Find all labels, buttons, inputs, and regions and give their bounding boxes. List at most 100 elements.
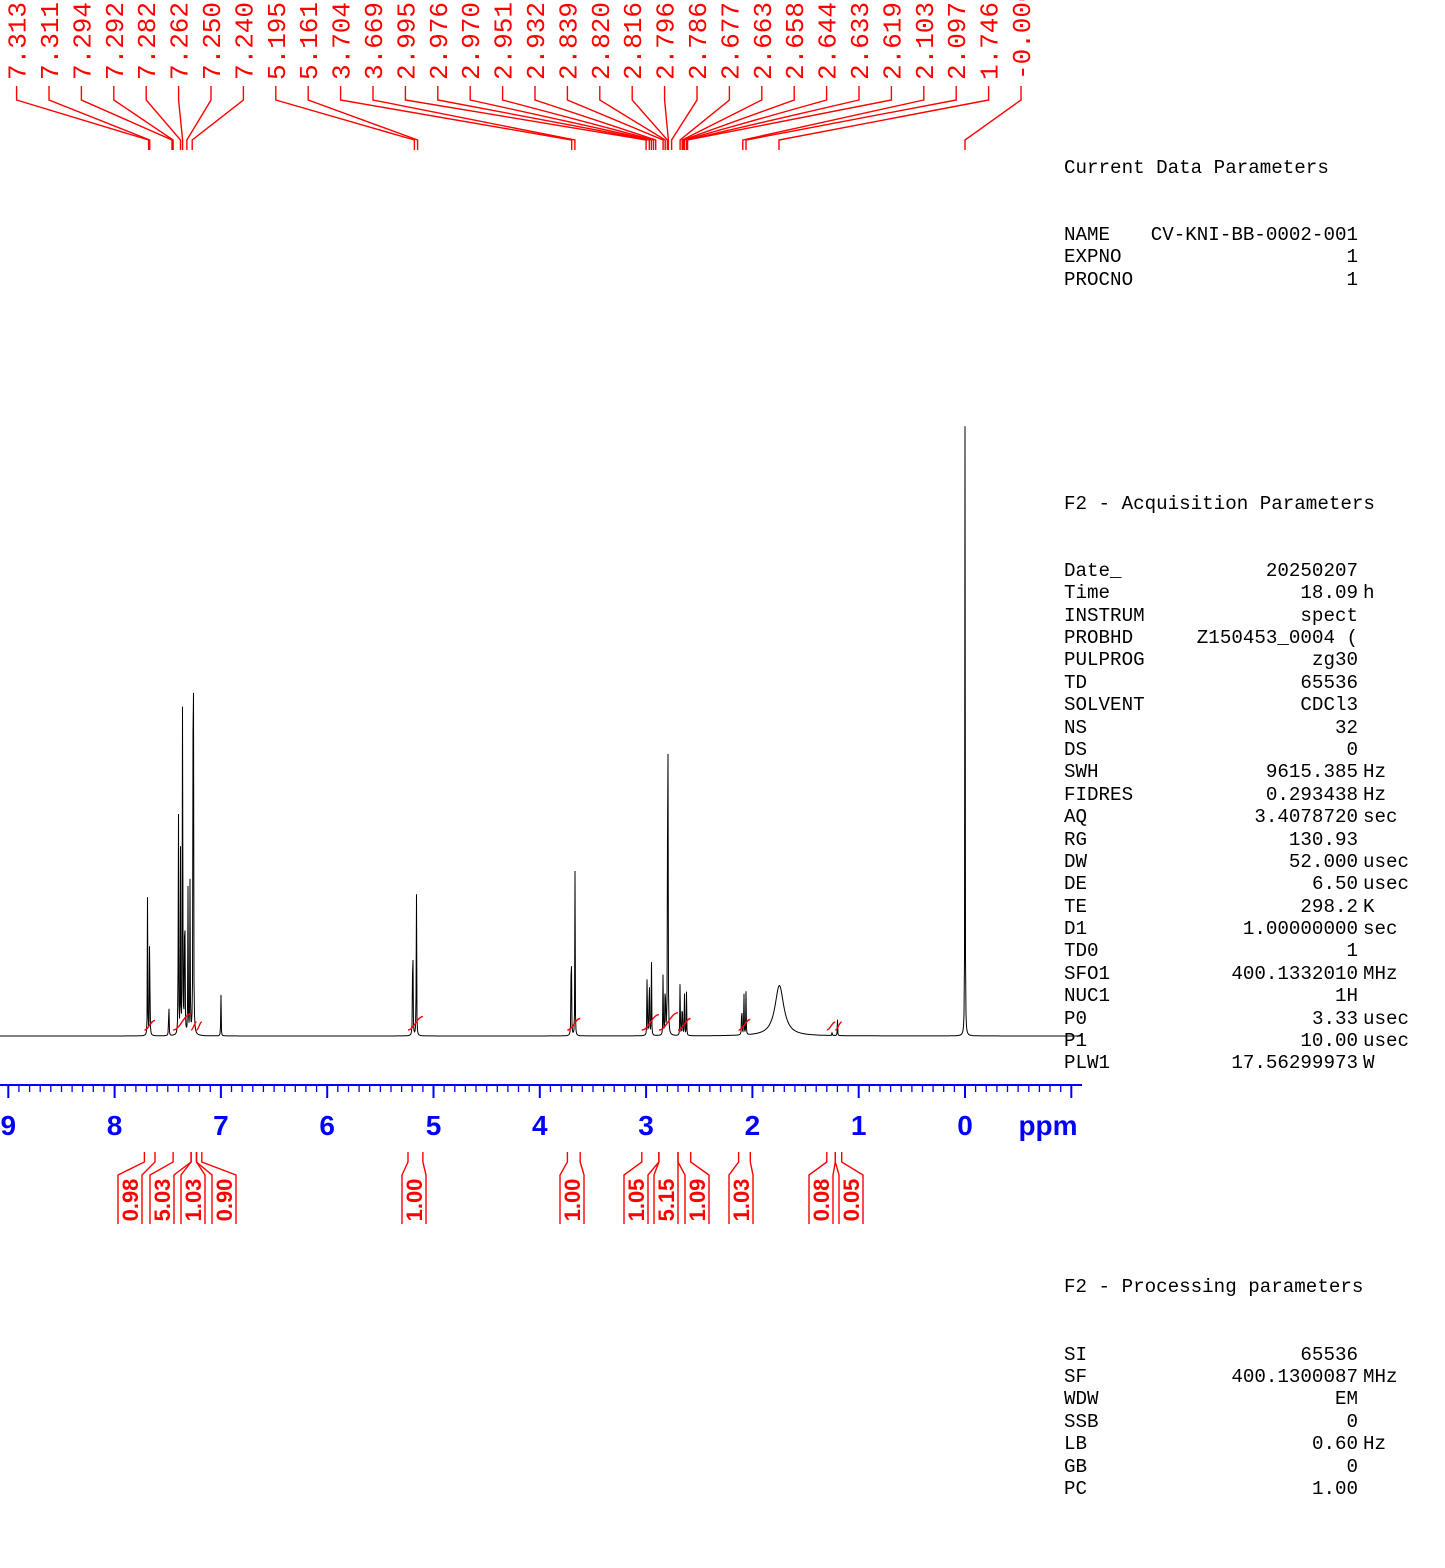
parameter-row: PC 1.00 bbox=[1064, 1478, 1434, 1500]
peak-label-text: 2.976 bbox=[425, 2, 455, 80]
peak-label-text: 2.995 bbox=[392, 2, 422, 80]
integral-value: 0.90 bbox=[212, 1179, 237, 1222]
peak-label-connector bbox=[964, 86, 1022, 150]
parameter-row: DE 6.50 usec bbox=[1064, 873, 1434, 895]
parameter-unit: W bbox=[1363, 1052, 1375, 1075]
parameter-value: 0 bbox=[1346, 1455, 1358, 1478]
peak-label: 2.976 bbox=[425, 2, 650, 150]
peak-label-text: 2.658 bbox=[781, 2, 811, 80]
peak-label-text: 2.644 bbox=[814, 2, 844, 80]
parameter-unit: usec bbox=[1363, 873, 1410, 896]
parameter-name: SF bbox=[1064, 1366, 1088, 1389]
peak-label-connector bbox=[469, 86, 653, 150]
parameter-value: 1 bbox=[1346, 268, 1358, 291]
peak-label-connector bbox=[686, 86, 893, 150]
x-tick-label: 7 bbox=[213, 1110, 229, 1141]
peak-label: 7.262 bbox=[166, 2, 196, 150]
peak-label: 7.292 bbox=[101, 2, 174, 150]
integral-label: 0.98 bbox=[117, 1152, 156, 1224]
peak-label: 2.932 bbox=[522, 2, 657, 150]
peak-label-connector bbox=[681, 86, 763, 150]
parameter-row: P0 3.33 usec bbox=[1064, 1008, 1434, 1030]
parameter-name: NAME bbox=[1064, 223, 1111, 246]
parameter-value: 20250207 bbox=[1265, 559, 1358, 582]
current-parameters-section: Current Data Parameters NAME CV-KNI-BB-00… bbox=[1064, 112, 1434, 336]
parameter-name: RG bbox=[1064, 828, 1088, 851]
section-title: F2 - Processing parameters bbox=[1064, 1276, 1364, 1299]
parameter-row: PROBHD Z150453_0004 ( bbox=[1064, 627, 1434, 649]
parameter-name: PULPROG bbox=[1064, 649, 1145, 672]
parameter-name: SOLVENT bbox=[1064, 694, 1145, 717]
peak-label-connector bbox=[534, 86, 657, 150]
integral-curve bbox=[641, 1014, 660, 1031]
x-tick-label: 5 bbox=[426, 1110, 442, 1141]
section-title: F2 - Acquisition Parameters bbox=[1064, 492, 1375, 515]
peak-label: 2.820 bbox=[587, 2, 666, 150]
peak-label: 7.311 bbox=[36, 2, 151, 150]
integral-curve bbox=[196, 1021, 203, 1031]
integral-value: 5.03 bbox=[150, 1179, 175, 1222]
x-tick-label: 6 bbox=[319, 1110, 335, 1141]
peak-label-connector bbox=[275, 86, 416, 150]
peak-label-text: 7.313 bbox=[4, 2, 34, 80]
peak-label-text: 7.294 bbox=[68, 2, 98, 80]
peak-label: 2.816 bbox=[619, 2, 669, 150]
integral-bracket bbox=[728, 1152, 754, 1224]
parameter-value: 1 bbox=[1346, 940, 1358, 963]
x-axis: 9 8 7 6 5 4 3 2 1 0 ppm bbox=[0, 1084, 1082, 1141]
processing-parameters-section: F2 - Processing parameters SI 65536 SF 400.… bbox=[1064, 1232, 1434, 1546]
peak-label-text: 2.786 bbox=[684, 2, 714, 80]
peak-label-connector bbox=[80, 86, 173, 150]
peak-label-connector bbox=[778, 86, 990, 150]
peak-label-connector bbox=[177, 86, 184, 150]
parameter-unit: Hz bbox=[1363, 1433, 1387, 1456]
integral-label: 0.05 bbox=[834, 1152, 864, 1224]
parameter-row: SOLVENT CDCl3 bbox=[1064, 694, 1434, 716]
integral-curve bbox=[835, 1021, 842, 1031]
integral-label: 1.00 bbox=[559, 1152, 585, 1224]
parameter-value: 400.1332010 bbox=[1231, 962, 1358, 985]
parameter-row: RG 130.93 bbox=[1064, 829, 1434, 851]
parameter-value: 0 bbox=[1346, 738, 1358, 761]
parameter-name: PROBHD bbox=[1064, 627, 1134, 650]
parameter-value: 52.000 bbox=[1288, 850, 1358, 873]
parameter-value: 18.09 bbox=[1300, 582, 1358, 605]
integral-value: 5.15 bbox=[654, 1179, 679, 1222]
spectrum-layer bbox=[0, 426, 1082, 1037]
integral-label: 0.90 bbox=[195, 1152, 237, 1224]
peak-label-connector bbox=[145, 86, 182, 150]
integral-curve bbox=[658, 1012, 679, 1031]
parameter-value: 0 bbox=[1346, 1410, 1358, 1433]
peak-label-text: 3.704 bbox=[328, 2, 358, 80]
integral-value: 0.05 bbox=[839, 1179, 864, 1222]
parameter-value: 3.4078720 bbox=[1254, 806, 1358, 829]
parameter-unit: MHz bbox=[1363, 1366, 1398, 1389]
peak-label-connector bbox=[685, 86, 860, 150]
parameter-row: AQ 3.4078720 sec bbox=[1064, 806, 1434, 828]
integral-curve bbox=[826, 1021, 836, 1031]
parameter-name: SWH bbox=[1064, 761, 1099, 784]
integral-label: 5.03 bbox=[149, 1152, 192, 1224]
peak-label: 2.786 bbox=[670, 2, 714, 150]
parameter-row: EXPNO 1 bbox=[1064, 246, 1434, 268]
peak-label-connector bbox=[683, 86, 828, 150]
parameter-unit: Hz bbox=[1363, 761, 1387, 784]
parameter-name: GB bbox=[1064, 1455, 1088, 1478]
parameter-unit: sec bbox=[1363, 806, 1398, 829]
peak-label-connector bbox=[663, 86, 670, 150]
peak-label-text: 1.746 bbox=[976, 2, 1006, 80]
parameter-row: D1 1.00000000 sec bbox=[1064, 918, 1434, 940]
peak-label-text: 2.103 bbox=[911, 2, 941, 80]
parameter-name: SSB bbox=[1064, 1410, 1099, 1433]
parameter-row: Time 18.09 h bbox=[1064, 582, 1434, 604]
parameter-value: 1 bbox=[1346, 246, 1358, 269]
parameter-unit: usec bbox=[1363, 1007, 1410, 1030]
peak-label-text: 2.633 bbox=[846, 2, 876, 80]
parameter-name: D1 bbox=[1064, 918, 1088, 941]
peak-label: 2.658 bbox=[682, 2, 811, 150]
peak-label-connector bbox=[566, 86, 664, 150]
peak-label-layer: 7.313 7.311 7.294 7.292 7.282 7.262 7.250 7.240… bbox=[4, 0, 1038, 150]
peak-label-text: 5.195 bbox=[263, 2, 293, 80]
parameter-name: NS bbox=[1064, 716, 1088, 739]
peak-label-text: 5.161 bbox=[295, 2, 325, 80]
